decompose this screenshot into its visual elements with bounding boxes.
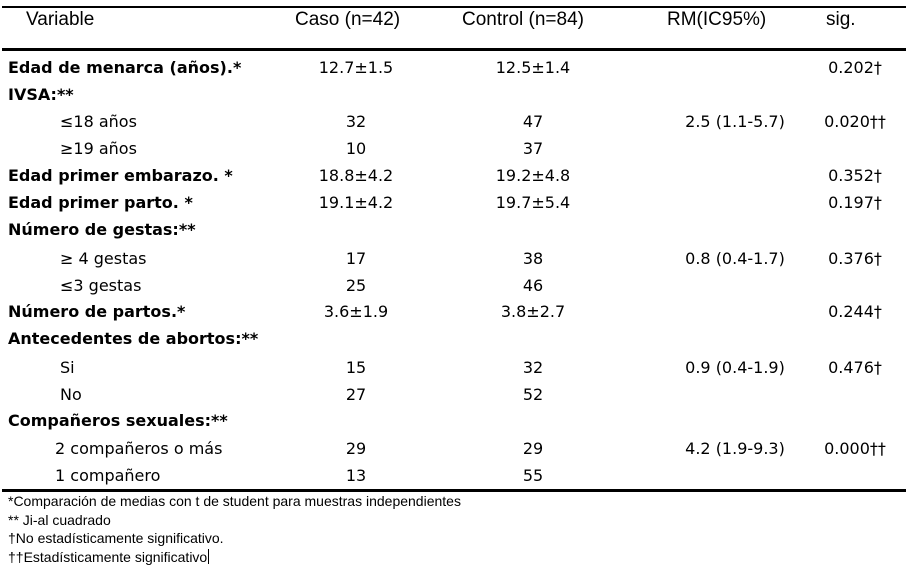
top-rule [2, 6, 906, 8]
row-control: 3.8±2.7 [500, 302, 566, 321]
row-control: 38 [522, 249, 544, 268]
footnote-significativo: ††Estadísticamente significativo [8, 548, 208, 565]
table-row: No 27 52 [0, 383, 914, 410]
row-sig: 0.020†† [824, 112, 886, 131]
row-sig: 0.376† [828, 249, 882, 268]
table-row: Edad primer embarazo. * 18.8±4.2 19.2±4.… [0, 164, 914, 191]
row-sig: 0.352† [828, 166, 882, 185]
row-label: Edad primer embarazo. * [8, 166, 233, 185]
row-caso: 17 [345, 249, 367, 268]
row-caso: 13 [345, 466, 367, 485]
row-control: 55 [522, 466, 544, 485]
header-rule [2, 48, 906, 51]
row-sig: 0.476† [828, 358, 882, 377]
table-row: ≤18 años 32 47 2.5 (1.1-5.7) 0.020†† [0, 110, 914, 137]
row-rm: 4.2 (1.9-9.3) [685, 439, 785, 458]
row-caso: 3.6±1.9 [323, 302, 389, 321]
row-control: 12.5±1.4 [495, 58, 571, 77]
header-control: Control (n=84) [462, 9, 584, 30]
row-control: 19.2±4.8 [495, 166, 571, 185]
table-row: Edad primer parto. * 19.1±4.2 19.7±5.4 0… [0, 191, 914, 218]
table-header: Variable Caso (n=42) Control (n=84) RM(I… [0, 0, 914, 48]
header-caso: Caso (n=42) [295, 9, 401, 30]
header-rm: RM(IC95%) [667, 9, 767, 30]
footnote-significativo-line[interactable]: ††Estadísticamente significativo [8, 548, 461, 567]
row-caso: 12.7±1.5 [318, 58, 394, 77]
row-caso: 15 [345, 358, 367, 377]
row-control: 37 [522, 139, 544, 158]
row-rm: 0.8 (0.4-1.7) [685, 249, 785, 268]
row-label: No [60, 385, 82, 404]
row-caso: 25 [345, 276, 367, 295]
header-variable: Variable [26, 9, 95, 30]
row-label: Antecedentes de abortos:** [8, 329, 259, 348]
row-control: 29 [522, 439, 544, 458]
row-control: 19.7±5.4 [495, 193, 571, 212]
row-label: 1 compañero [55, 466, 161, 485]
footnotes: *Comparación de medias con t de student … [8, 492, 461, 566]
table-row: ≥19 años 10 37 [0, 137, 914, 164]
row-label: Edad de menarca (años).* [8, 58, 242, 77]
row-label: ≤3 gestas [60, 276, 142, 295]
row-control: 47 [522, 112, 544, 131]
row-sig: 0.197† [828, 193, 882, 212]
table-row: ≤3 gestas 25 46 [0, 274, 914, 301]
table-row: IVSA:** [0, 83, 914, 110]
table-row: Número de gestas:** [0, 218, 914, 245]
table-row: Si 15 32 0.9 (0.4-1.9) 0.476† [0, 356, 914, 383]
table-row: Antecedentes de abortos:** [0, 327, 914, 354]
row-sig: 0.000†† [824, 439, 886, 458]
row-label: 2 compañeros o más [55, 439, 223, 458]
row-rm: 2.5 (1.1-5.7) [685, 112, 785, 131]
footnote-no-significativo: †No estadísticamente significativo. [8, 530, 224, 546]
row-caso: 10 [345, 139, 367, 158]
row-label: Si [60, 358, 75, 377]
row-caso: 19.1±4.2 [318, 193, 394, 212]
row-label: Compañeros sexuales:** [8, 411, 228, 430]
row-caso: 29 [345, 439, 367, 458]
footnote-ji-cuadrado: ** Ji-al cuadrado [8, 511, 111, 528]
table-row: ≥ 4 gestas 17 38 0.8 (0.4-1.7) 0.376† [0, 247, 914, 274]
row-label: Número de gestas:** [8, 220, 196, 239]
footnote-t-student: *Comparación de medias con t de student … [8, 493, 461, 509]
row-label: IVSA:** [8, 85, 74, 104]
row-sig: 0.244† [828, 302, 882, 321]
table-row: Compañeros sexuales:** [0, 409, 914, 436]
row-caso: 27 [345, 385, 367, 404]
row-label: ≥ 4 gestas [60, 249, 147, 268]
table-row: Edad de menarca (años).* 12.7±1.5 12.5±1… [0, 56, 914, 83]
row-control: 32 [522, 358, 544, 377]
row-caso: 32 [345, 112, 367, 131]
row-control: 46 [522, 276, 544, 295]
row-rm: 0.9 (0.4-1.9) [685, 358, 785, 377]
row-label: ≤18 años [60, 112, 137, 131]
row-control: 52 [522, 385, 544, 404]
row-label: Número de partos.* [8, 302, 186, 321]
row-sig: 0.202† [828, 58, 882, 77]
table-row: Número de partos.* 3.6±1.9 3.8±2.7 0.244… [0, 300, 914, 327]
row-label: ≥19 años [60, 139, 137, 158]
table-row: 1 compañero 13 55 [0, 464, 914, 491]
text-cursor [208, 548, 210, 564]
table-row: 2 compañeros o más 29 29 4.2 (1.9-9.3) 0… [0, 437, 914, 464]
row-label: Edad primer parto. * [8, 193, 193, 212]
header-sig: sig. [826, 9, 856, 30]
row-caso: 18.8±4.2 [318, 166, 394, 185]
bottom-rule [2, 489, 906, 492]
